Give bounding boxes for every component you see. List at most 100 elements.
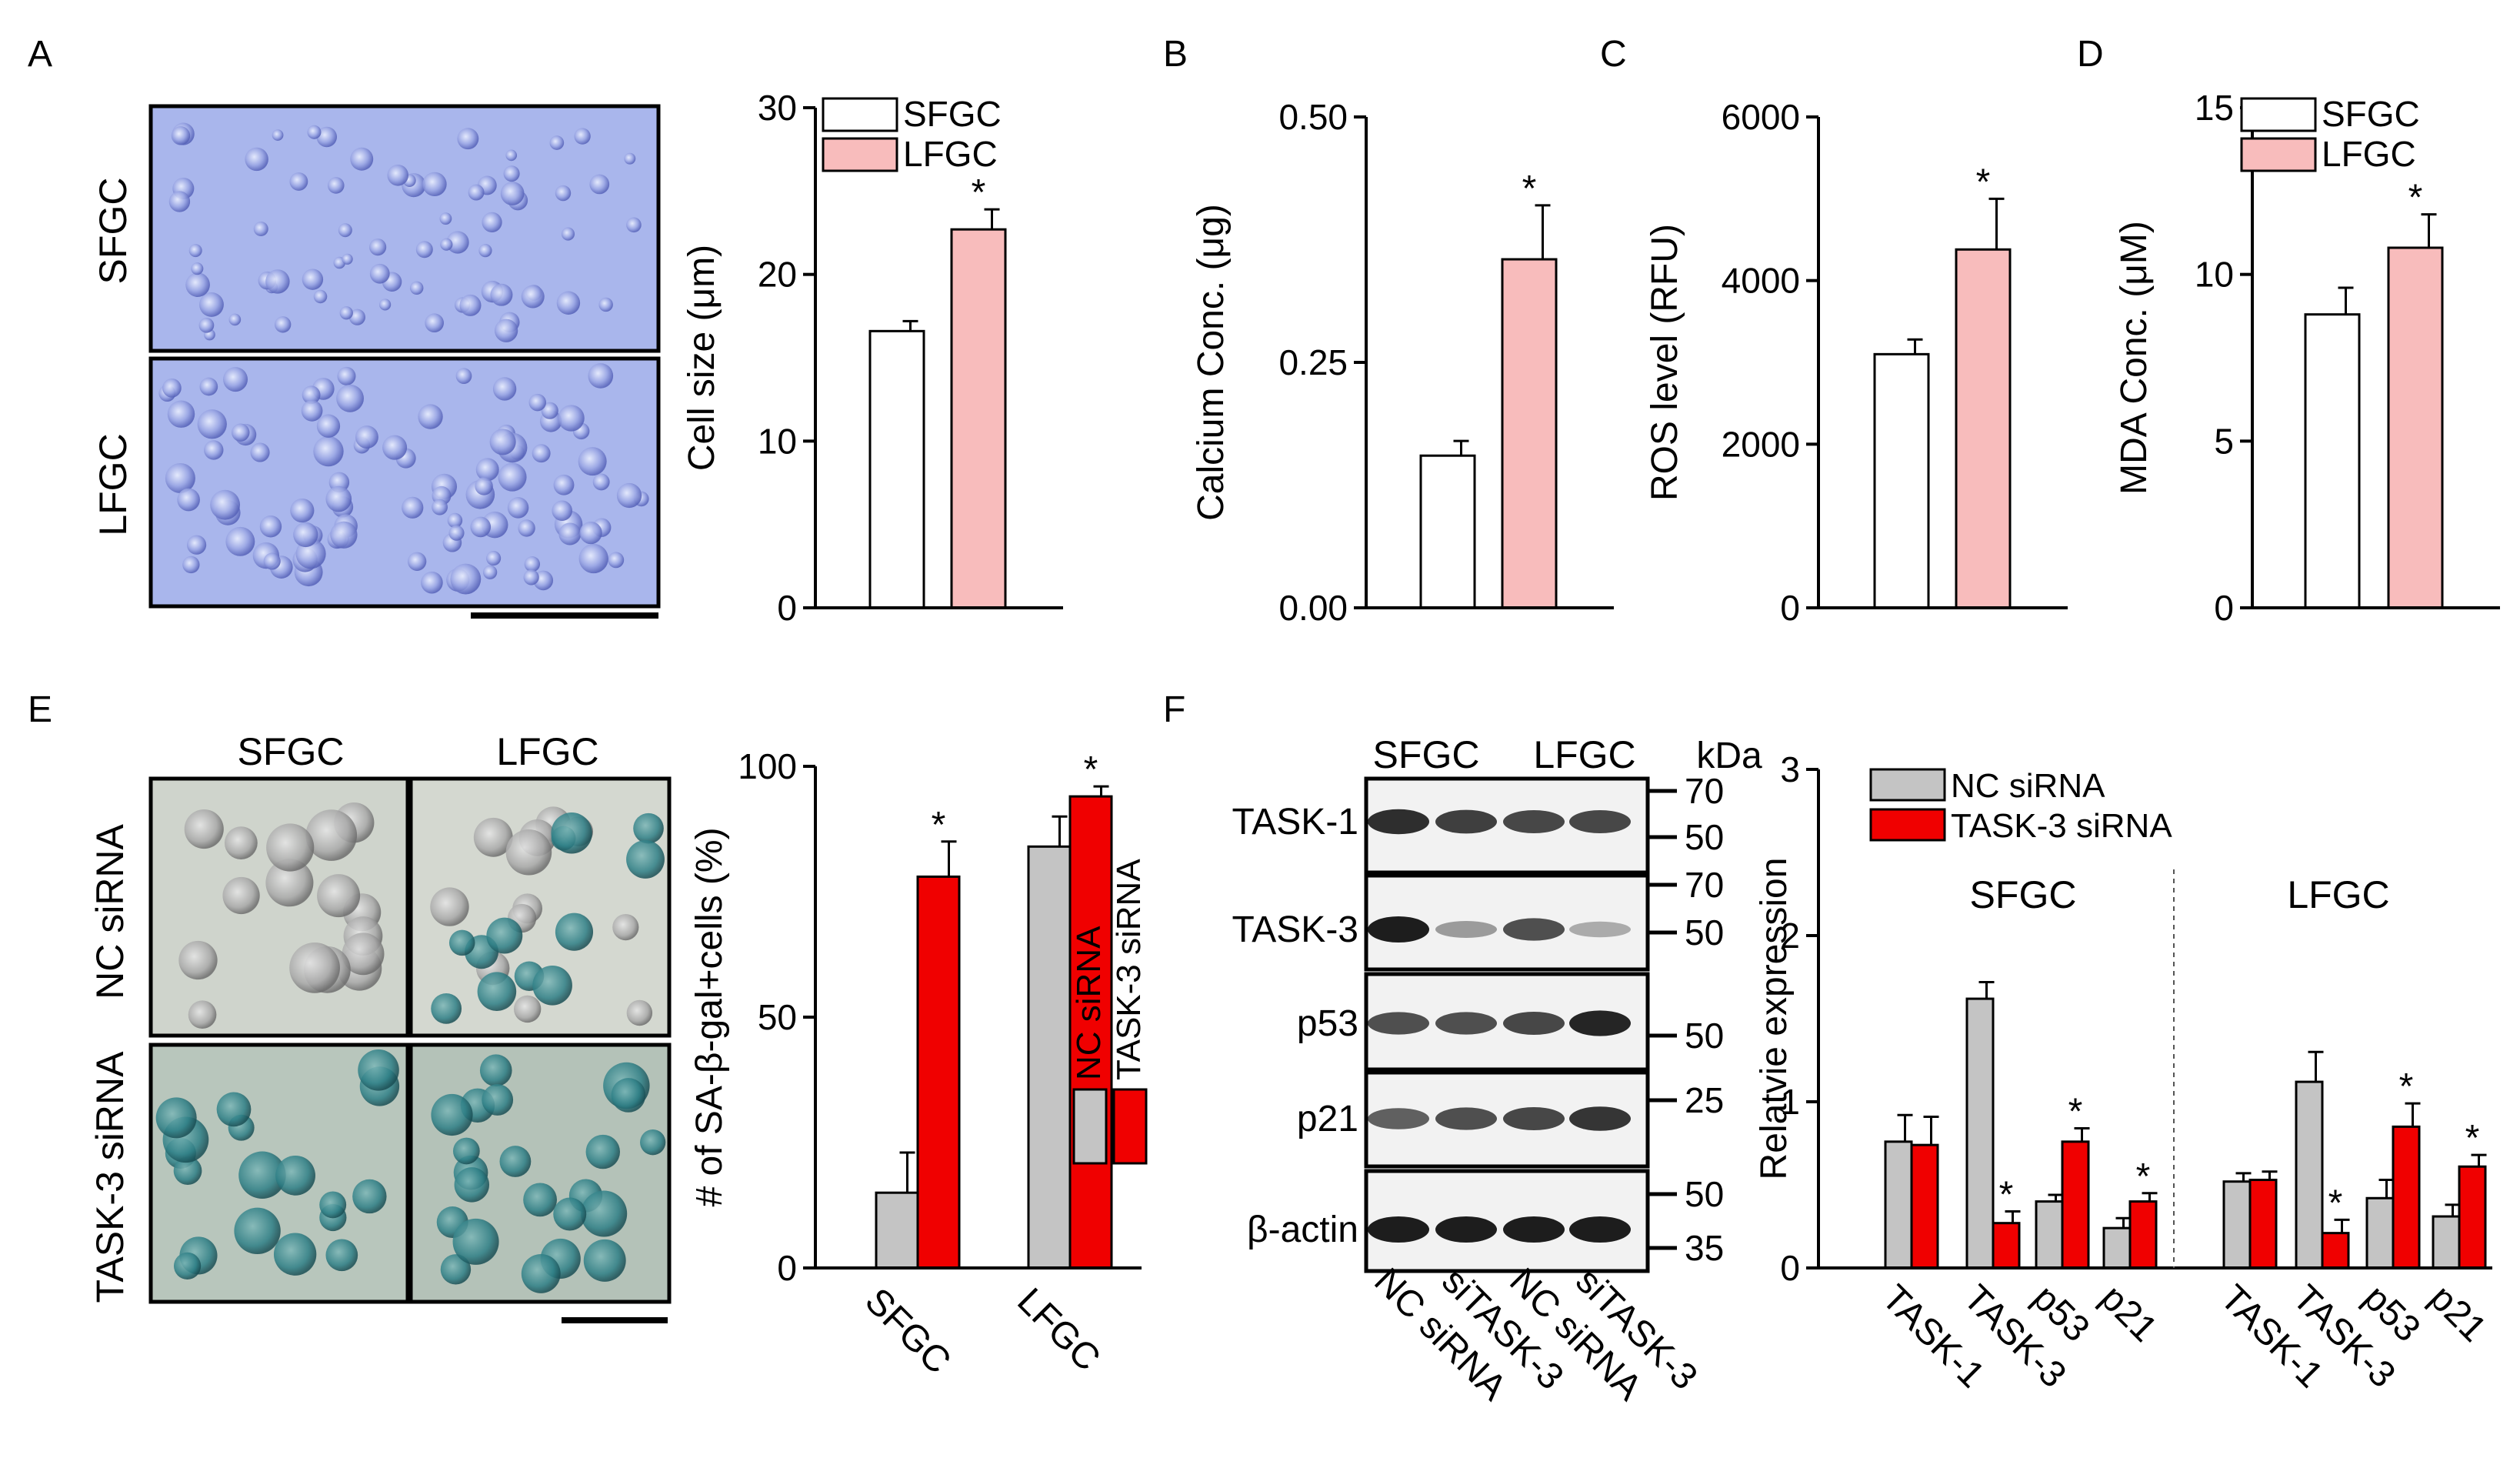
cell [528,393,546,412]
cell [523,569,539,586]
cell [532,444,551,463]
legend-label: SFGC [2322,94,2420,134]
cell [182,556,200,574]
legend-label: LFGC [903,134,998,174]
x-tick-label: p21 [2422,1277,2494,1350]
cell [553,474,575,495]
cell [316,126,338,148]
cell [184,809,224,849]
blot-band [1569,921,1631,938]
cell [387,164,409,186]
cell [188,244,202,258]
cell [532,965,572,1006]
cell [317,874,361,918]
cell [579,521,602,545]
cell [589,174,610,195]
cell [178,940,218,980]
bar-sfgc-series-1 [916,875,961,1269]
cell [358,1049,399,1091]
cell [168,191,191,212]
chart-c: 0 2000 4000 6000 ROS level (RFU) * [1645,97,2068,628]
cell [499,1146,532,1177]
bar-lfgc [1501,258,1558,609]
y-tick-label: 0.50 [1278,97,1348,137]
cell [302,269,324,290]
cell [452,1137,480,1165]
cell [290,498,315,523]
bar-lfgc-series-1 [1068,795,1113,1269]
cell [204,440,224,460]
blot-band [1569,1106,1631,1131]
bar-task-3-series-1 [2321,1232,2350,1269]
cell [379,299,392,311]
bar-sfgc [2304,313,2361,609]
cell [477,972,517,1011]
y-axis-label: Cell size (μm) [682,245,722,471]
cell [555,185,572,202]
blot-band [1503,1012,1565,1035]
y-tick-label: 100 [738,746,797,786]
y-tick-label: 10 [758,421,797,461]
panel-label-c: C [1600,34,1627,75]
cell [507,497,529,519]
cell [222,876,260,915]
significance-marker: * [972,172,986,213]
row-label-task3-sirna: TASK-3 siRNA [88,1051,132,1303]
cell [459,294,482,316]
bar-task-1-series-0 [2222,1180,2252,1269]
significance-marker: * [1976,162,1991,202]
cell [313,435,344,467]
y-axis-label: ROS level (RFU) [1645,224,1685,501]
bar-task-1-series-1 [1910,1143,1939,1269]
cell [541,402,558,419]
cell [505,829,552,876]
cell [352,1179,387,1214]
cell [626,217,642,233]
bar-sfgc-series-0 [875,1191,919,1269]
bar-lfgc [2387,246,2444,609]
cell [439,212,452,225]
chart-e: 0 50 100 # of SA-β-gal+cells (%) * SFGC * LFGC N… [689,746,1148,1382]
y-axis-label: MDA Conc. (μM) [2114,221,2155,495]
cell [338,223,352,238]
cell [446,231,469,254]
legend-label: SFGC [903,94,1002,134]
cell [339,306,353,320]
marker-label: 70 [1685,865,1724,905]
cell [513,995,542,1023]
marker-label: 50 [1685,1174,1724,1214]
cell [450,563,482,595]
cell [265,269,290,294]
bar-task-1-series-1 [2248,1179,2278,1269]
cell [228,313,242,326]
cell [486,917,523,954]
cell [482,212,502,232]
cell [482,1084,514,1116]
legend-swatch [2240,137,2317,172]
bar-sfgc [868,329,925,609]
blot-band [1503,918,1565,941]
y-tick-label: 1 [1780,1082,1800,1122]
cell [177,488,200,512]
cell [457,128,479,150]
cell [553,1197,587,1231]
bar-lfgc [1955,248,2012,609]
marker-label: 50 [1685,1016,1724,1056]
cell [155,1097,197,1139]
cell [500,182,525,205]
marker-label: 25 [1685,1080,1724,1120]
cell [624,152,636,165]
cell [305,809,358,861]
cells-sfgc [168,122,642,342]
blot-band [1368,1216,1429,1243]
blot-kda-label: kDa [1696,736,1762,776]
cell [245,147,268,172]
cell [454,1167,490,1203]
cell [581,1190,628,1237]
cell [185,272,210,298]
significance-marker: * [2136,1156,2151,1197]
cell [612,913,639,941]
cell [350,147,374,171]
